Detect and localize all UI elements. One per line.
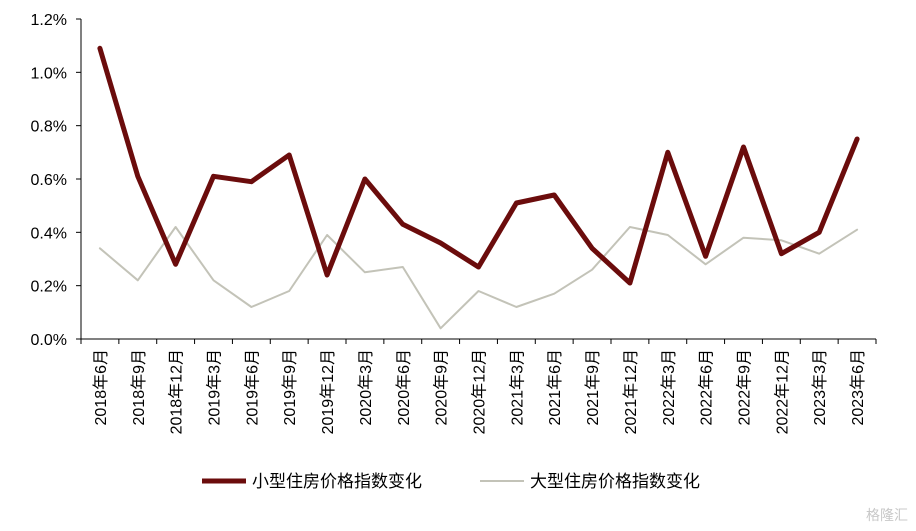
legend-label-1: 小型住房价格指数变化 <box>252 472 422 492</box>
watermark: 格隆汇 <box>866 508 908 524</box>
x-tick-label: 2023年6月 <box>849 349 867 426</box>
x-tick-label: 2021年9月 <box>584 349 602 426</box>
series-line-1 <box>97 45 860 286</box>
x-tick-label: 2021年3月 <box>508 349 526 426</box>
x-tick-label: 2020年3月 <box>357 349 375 426</box>
x-tick-label: 2021年12月 <box>622 349 640 434</box>
y-tick-labels: 0.0% 0.2% 0.4% 0.6% 0.8% 1.0% 1.2% <box>31 12 81 349</box>
x-tick-label: 2020年6月 <box>395 349 413 426</box>
y-tick-label: 0.4% <box>31 225 67 242</box>
y-tick-label: 0.2% <box>31 279 67 296</box>
x-tick-label: 2019年3月 <box>206 349 224 426</box>
x-tick-label: 2019年6月 <box>243 349 261 426</box>
x-tick-label: 2022年6月 <box>698 349 716 426</box>
legend-label-2: 大型住房价格指数变化 <box>530 472 700 492</box>
x-tick-label: 2018年9月 <box>130 349 148 426</box>
series-lines <box>97 45 860 330</box>
x-tick-label: 2019年12月 <box>319 349 337 434</box>
legend: 小型住房价格指数变化 大型住房价格指数变化 <box>202 472 700 492</box>
x-tick-label: 2018年6月 <box>92 349 110 426</box>
x-tick-label: 2020年12月 <box>471 349 489 434</box>
x-tick-label: 2023年3月 <box>811 349 829 426</box>
x-tick-label: 2022年3月 <box>660 349 678 426</box>
x-tick-label: 2019年9月 <box>281 349 299 426</box>
y-tick-label: 0.0% <box>31 332 67 349</box>
x-tick-label: 2018年12月 <box>168 349 186 434</box>
x-tick-label: 2020年9月 <box>433 349 451 426</box>
y-tick-label: 1.2% <box>31 12 67 29</box>
x-tick-label: 2022年9月 <box>736 349 754 426</box>
x-tick-labels: 2018年6月 2018年9月 2018年12月 2019年3月 2019年6月 2019… <box>80 339 877 434</box>
y-tick-label: 0.6% <box>31 172 67 189</box>
y-tick-label: 0.8% <box>31 119 67 136</box>
x-tick-label: 2022年12月 <box>773 349 791 434</box>
x-tick-label: 2021年6月 <box>546 349 564 426</box>
y-tick-label: 1.0% <box>31 65 67 82</box>
series-line-2 <box>98 226 859 330</box>
